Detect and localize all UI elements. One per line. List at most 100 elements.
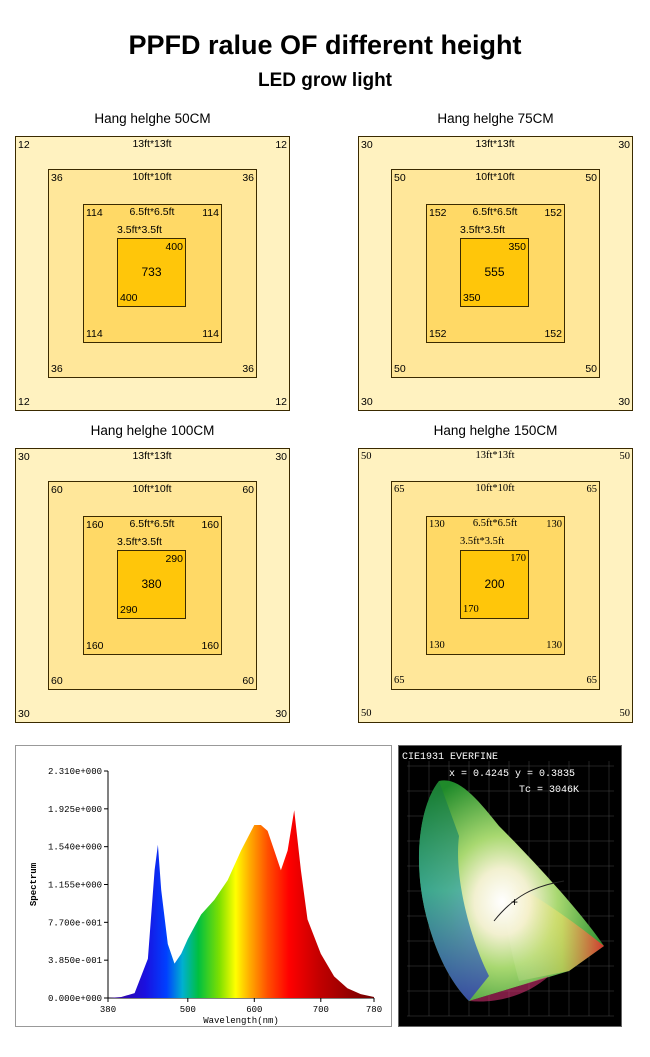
ppfd-center-value: 200 <box>484 577 505 591</box>
ppfd-value: 30 <box>18 451 30 463</box>
cie-tc-readout: Tc = 3046K <box>519 785 579 796</box>
ppfd-value: 30 <box>618 396 630 408</box>
cie-xy-readout: x = 0.4245 y = 0.3835 <box>449 769 575 780</box>
zone-size-label: 6.5ft*6.5ft <box>472 206 518 218</box>
zone-size-label: 6.5ft*6.5ft <box>472 518 518 529</box>
ppfd-value: 130 <box>546 519 562 530</box>
ppfd-value: 50 <box>619 451 631 462</box>
y-tick-label: 1.155e+000 <box>48 881 102 891</box>
ppfd-value: 170 <box>463 604 479 615</box>
ppfd-value: 130 <box>546 640 562 651</box>
ppfd-value: 290 <box>165 553 183 565</box>
ppfd-center-value: 733 <box>141 265 162 279</box>
ppfd-value: 152 <box>429 328 447 340</box>
ppfd-value: 30 <box>618 139 630 151</box>
zone-square <box>426 204 565 343</box>
ppfd-value: 65 <box>394 484 405 495</box>
zone-size-label: 3.5ft*3.5ft <box>460 536 505 547</box>
zone-size-label: 10ft*10ft <box>132 483 172 495</box>
ppfd-value: 160 <box>201 640 219 652</box>
ppfd-value: 12 <box>18 396 30 408</box>
ppfd-panel: 13ft*13ft 50 50 50 50 10ft*10ft 65 65 65 65 6.5ft*… <box>358 448 633 723</box>
ppfd-value: 114 <box>86 207 103 219</box>
panel-caption: Hang helghe 75CM <box>437 111 554 126</box>
zone-size-label: 3.5ft*3.5ft <box>460 224 505 236</box>
y-tick-label: 1.925e+000 <box>48 805 102 815</box>
spectrum-svg: 2.310e+000 1.925e+000 1.540e+000 1.155e+000… <box>29 767 382 1026</box>
ppfd-panel: 13ft*13ft 12 12 12 12 10ft*10ft 36 36 36 36 6.5ft*… <box>15 136 290 411</box>
ppfd-value: 350 <box>463 292 481 304</box>
x-axis-label: Wavelength(nm) <box>203 1016 279 1026</box>
ppfd-value: 50 <box>619 708 631 719</box>
zone-size-label: 13ft*13ft <box>475 450 515 461</box>
y-tick-label: 2.310e+000 <box>48 767 102 777</box>
x-tick-label: 600 <box>246 1005 262 1015</box>
ppfd-value: 50 <box>585 363 597 375</box>
ppfd-value: 160 <box>86 640 104 652</box>
zone-size-label: 3.5ft*3.5ft <box>117 224 162 236</box>
ppfd-value: 36 <box>51 363 63 375</box>
zone-size-label: 3.5ft*3.5ft <box>117 536 162 548</box>
ppfd-value: 50 <box>394 363 406 375</box>
ppfd-value: 400 <box>165 241 183 253</box>
ppfd-value: 65 <box>586 675 598 686</box>
x-tick-label: 780 <box>366 1005 382 1015</box>
ppfd-value: 30 <box>361 396 373 408</box>
ppfd-value: 400 <box>120 292 138 304</box>
ppfd-value: 50 <box>361 708 372 719</box>
ppfd-value: 65 <box>586 484 598 495</box>
ppfd-value: 152 <box>429 207 447 219</box>
chromaticity-marker: + <box>511 895 518 909</box>
ppfd-value: 130 <box>429 519 445 530</box>
zone-size-label: 6.5ft*6.5ft <box>129 518 175 530</box>
zone-size-label: 13ft*13ft <box>132 450 172 462</box>
x-tick-label: 700 <box>313 1005 329 1015</box>
ppfd-value: 50 <box>394 172 406 184</box>
ppfd-value: 60 <box>242 675 254 687</box>
spectrum-chart: 2.310e+000 1.925e+000 1.540e+000 1.155e+000… <box>15 745 392 1027</box>
ppfd-value: 60 <box>51 484 63 496</box>
ppfd-value: 12 <box>275 396 287 408</box>
zone-square <box>460 238 529 307</box>
ppfd-value: 30 <box>361 139 373 151</box>
ppfd-value: 152 <box>544 328 562 340</box>
ppfd-value: 36 <box>242 172 254 184</box>
ppfd-value: 30 <box>275 451 287 463</box>
ppfd-value: 170 <box>510 553 526 564</box>
zone-size-label: 13ft*13ft <box>475 138 515 150</box>
spectrum-area <box>108 810 374 998</box>
ppfd-value: 12 <box>18 139 30 151</box>
zone-size-label: 13ft*13ft <box>132 138 172 150</box>
zone-square <box>117 550 186 619</box>
y-tick-label: 7.700e-001 <box>48 918 102 928</box>
zone-square <box>117 238 186 307</box>
ppfd-value: 50 <box>585 172 597 184</box>
x-tick-label: 380 <box>100 1005 116 1015</box>
ppfd-value: 50 <box>361 451 372 462</box>
zone-size-label: 10ft*10ft <box>475 483 515 494</box>
ppfd-center-value: 380 <box>141 577 162 591</box>
zone-size-label: 10ft*10ft <box>132 171 172 183</box>
ppfd-value: 114 <box>86 328 103 340</box>
panel-caption: Hang helghe 100CM <box>90 423 215 438</box>
ppfd-value: 36 <box>242 363 254 375</box>
ppfd-value: 60 <box>51 675 63 687</box>
zone-size-label: 6.5ft*6.5ft <box>129 206 175 218</box>
ppfd-value: 130 <box>429 640 445 651</box>
ppfd-value: 290 <box>120 604 138 616</box>
x-tick-label: 500 <box>180 1005 196 1015</box>
ppfd-value: 152 <box>544 207 562 219</box>
ppfd-value: 114 <box>202 328 219 340</box>
zone-square <box>460 550 529 619</box>
zone-square <box>48 169 257 378</box>
ppfd-value: 350 <box>508 241 526 253</box>
cie-diagram: + CIE1931 EVERFINE x = 0.4245 y = 0.3835… <box>398 745 622 1027</box>
zone-square <box>426 516 565 655</box>
zone-size-label: 10ft*10ft <box>475 171 515 183</box>
ppfd-panel: 13ft*13ft 30 30 30 30 10ft*10ft 60 60 60 60 6.5ft*… <box>15 448 290 723</box>
ppfd-value: 114 <box>202 207 219 219</box>
ppfd-value: 30 <box>275 708 287 720</box>
page-subtitle: LED grow light <box>257 70 393 91</box>
panel-caption: Hang helghe 50CM <box>94 111 211 126</box>
y-tick-label: 3.850e-001 <box>48 956 102 966</box>
